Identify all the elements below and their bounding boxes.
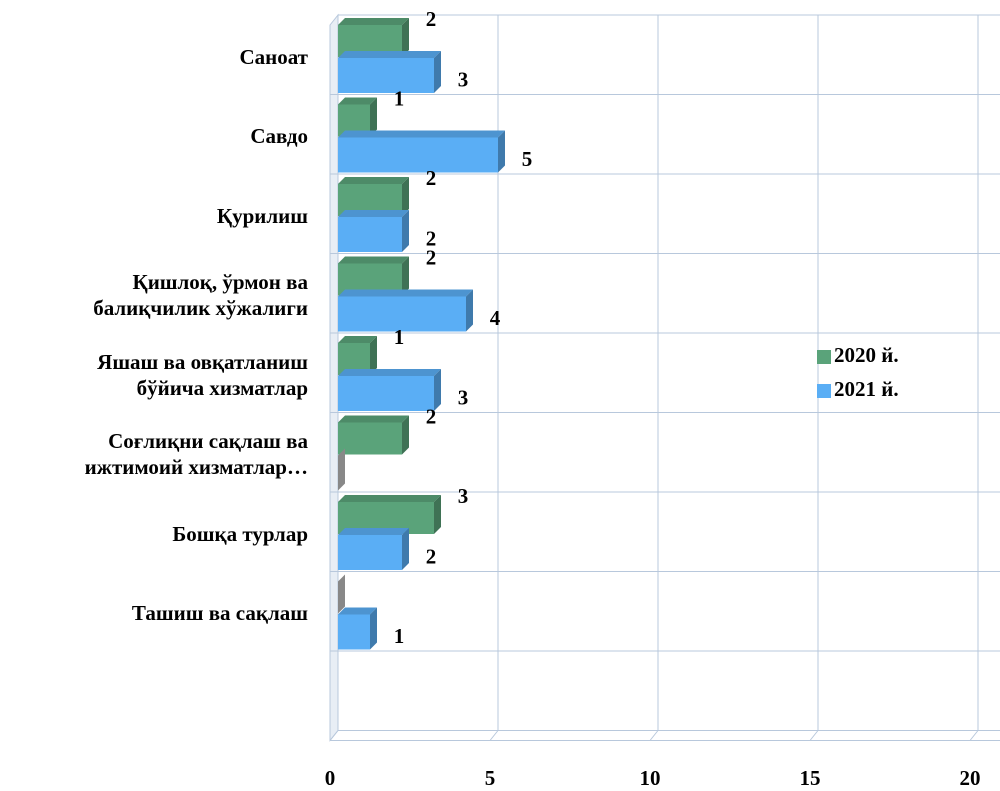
- bar-top: [338, 415, 409, 423]
- category-label: Қишлоқ, ўрмон ва балиқчилик хўжалиги: [93, 270, 308, 321]
- floor-line: [969, 730, 979, 741]
- bar-top: [338, 130, 505, 138]
- bar: [338, 137, 498, 173]
- bar: [338, 422, 402, 455]
- bar-top: [338, 256, 409, 264]
- category-label: Соғлиқни сақлаш ва ижтимоий хизматлар…: [84, 429, 308, 480]
- category-label: Савдо: [250, 124, 308, 149]
- value-label: 2: [426, 7, 437, 31]
- bar: [338, 217, 402, 252]
- value-label: 4: [490, 306, 501, 330]
- legend-swatch: [817, 384, 831, 398]
- bar-top: [338, 336, 377, 343]
- bar-top: [338, 97, 377, 105]
- bar: [338, 296, 466, 332]
- bar-side: [338, 574, 345, 614]
- bar-side: [434, 51, 441, 93]
- category-label: Яшаш ва овқатланиш бўйича хизматлар: [97, 349, 308, 400]
- value-label: 3: [458, 484, 469, 508]
- bar-top: [338, 607, 377, 615]
- category-label: Бошқа турлар: [172, 521, 308, 546]
- bar-side: [402, 210, 409, 252]
- value-label: 2: [426, 226, 437, 250]
- bar-top: [338, 528, 409, 535]
- x-tick-label: 0: [325, 766, 336, 790]
- side-wall: [329, 13, 339, 742]
- bar-side: [498, 130, 505, 173]
- bar-side: [466, 289, 473, 332]
- floor-line: [489, 730, 499, 741]
- x-tick-label: 10: [640, 766, 661, 790]
- bar-side: [402, 528, 409, 570]
- bar: [338, 376, 434, 411]
- bar-side: [402, 18, 409, 57]
- value-label: 3: [458, 385, 469, 409]
- bar-side: [402, 177, 409, 216]
- value-label: 2: [426, 166, 437, 190]
- category-label: Саноат: [239, 44, 308, 69]
- bar-side: [402, 256, 409, 296]
- bar-side: [402, 415, 409, 455]
- floor-line: [649, 730, 659, 741]
- legend-label: 2021 й.: [834, 377, 899, 401]
- x-tick-label: 5: [485, 766, 496, 790]
- category-label: Ташиш ва сақлаш: [131, 601, 308, 626]
- bar-side: [338, 448, 345, 491]
- bar-side: [434, 495, 441, 534]
- value-label: 2: [426, 544, 437, 568]
- value-label: 2: [426, 245, 437, 269]
- bar-top: [338, 289, 473, 297]
- floor-line: [809, 730, 819, 741]
- value-label: 2: [426, 404, 437, 428]
- bar: [338, 58, 434, 93]
- bar-side: [370, 336, 377, 375]
- bar-top: [338, 177, 409, 184]
- bar: [338, 614, 370, 650]
- category-label: Қурилиш: [216, 203, 308, 228]
- legend-swatch: [817, 350, 831, 364]
- value-label: 1: [394, 86, 405, 110]
- bar-side: [434, 369, 441, 411]
- bar-top: [338, 18, 409, 25]
- x-tick-label: 20: [960, 766, 981, 790]
- bar: [338, 535, 402, 570]
- value-label: 5: [522, 147, 533, 171]
- bar-top: [338, 495, 441, 502]
- value-label: 3: [458, 67, 469, 91]
- bar-top: [338, 210, 409, 217]
- floor-line: [329, 730, 339, 741]
- bar-top: [338, 51, 441, 58]
- bar-side: [370, 607, 377, 650]
- bar-top: [338, 369, 441, 376]
- bar-side: [370, 97, 377, 137]
- x-tick-label: 15: [800, 766, 821, 790]
- value-label: 1: [394, 325, 405, 349]
- legend-label: 2020 й.: [834, 343, 899, 367]
- value-label: 1: [394, 624, 405, 648]
